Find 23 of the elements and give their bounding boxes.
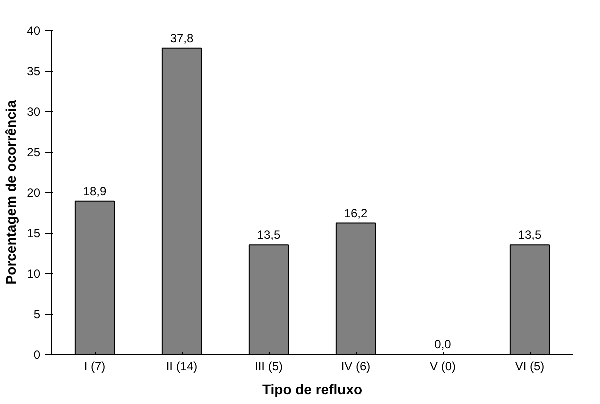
y-axis-title: Porcentagem de ocorrência xyxy=(3,100,20,285)
data-label: 37,8 xyxy=(170,31,194,46)
data-label: 16,2 xyxy=(344,206,368,220)
y-tick-label: 20 xyxy=(27,186,41,200)
x-tick-label: III (5) xyxy=(255,360,284,374)
y-tick-label: 10 xyxy=(27,267,41,281)
y-tick-label: 35 xyxy=(27,64,41,78)
x-tick-label: VI (5) xyxy=(515,360,545,374)
y-tick-label: 0 xyxy=(34,348,41,362)
x-tick-label: V (0) xyxy=(430,360,456,374)
x-tick-label: IV (6) xyxy=(341,360,371,374)
x-tick-label: II (14) xyxy=(166,360,198,374)
y-tick-label: 25 xyxy=(27,146,41,160)
data-label: 0,0 xyxy=(434,338,452,352)
data-label: 13,5 xyxy=(518,228,542,242)
y-tick-label: 30 xyxy=(27,105,41,119)
y-tick-label: 15 xyxy=(27,226,41,240)
x-axis-title: Tipo de refluxo xyxy=(262,382,363,398)
data-label: 13,5 xyxy=(257,228,282,242)
y-tick-label: 5 xyxy=(34,308,41,322)
x-tick-label: I (7) xyxy=(84,360,106,374)
data-label: 18,9 xyxy=(83,184,108,198)
y-tick-label: 40 xyxy=(27,24,41,38)
